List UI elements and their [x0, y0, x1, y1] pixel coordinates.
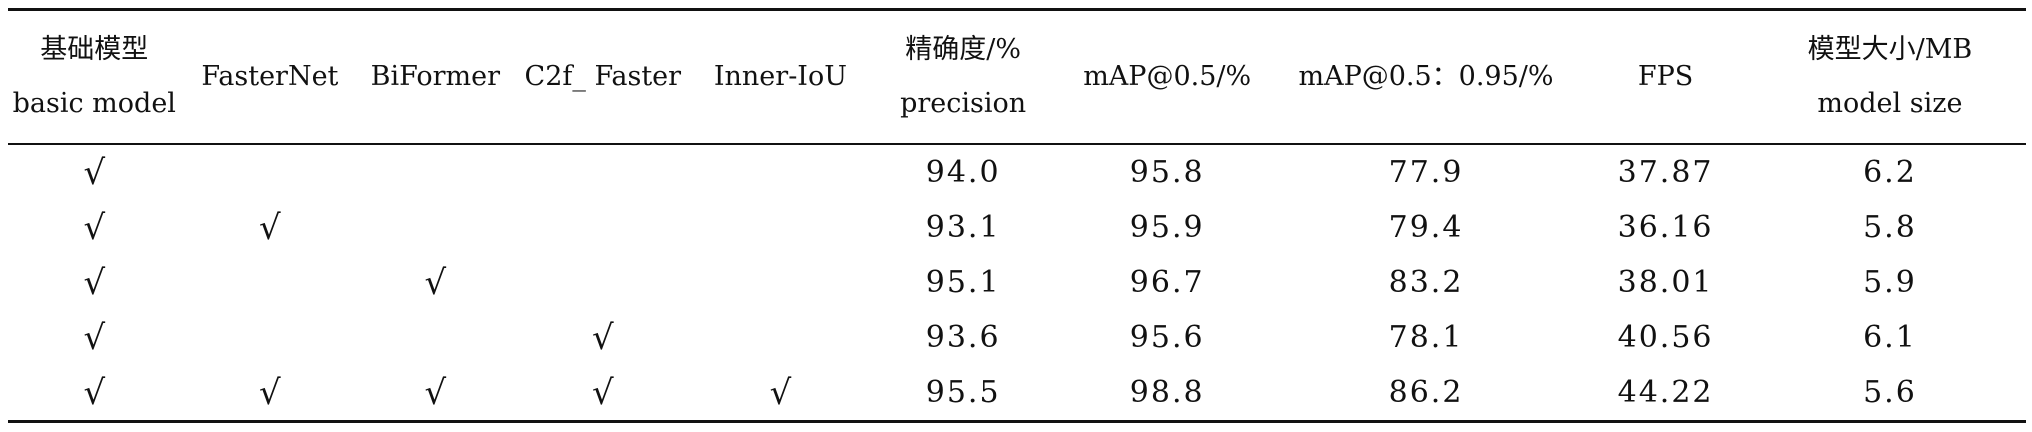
- cell-inner-iou-check: [694, 200, 867, 255]
- cell-model-size: 6.1: [1863, 320, 1917, 355]
- cell-map50: 95.8: [1129, 155, 1205, 190]
- header-c2f-faster: C2f_ Faster: [511, 10, 694, 145]
- cell-biformer-check: [359, 200, 511, 255]
- cell-fasternet-check: [181, 255, 360, 310]
- header-model-size-zh: 模型大小/MB: [1807, 33, 1973, 65]
- cell-model-size: 5.6: [1863, 375, 1917, 410]
- cell-map50-95: 77.9: [1388, 155, 1464, 190]
- cell-precision: 93.1: [925, 210, 1001, 245]
- cell-model-size: 6.2: [1863, 155, 1917, 190]
- cell-c2f-faster-check: [511, 255, 694, 310]
- cell-inner-iou-check: [694, 310, 867, 365]
- cell-fasternet-check: √: [259, 372, 281, 413]
- cell-map50-95: 78.1: [1388, 320, 1464, 355]
- cell-inner-iou-check: [694, 144, 867, 200]
- header-fasternet-label: FasterNet: [201, 60, 339, 92]
- cell-fps: 36.16: [1617, 210, 1714, 245]
- header-fps-label: FPS: [1637, 60, 1694, 92]
- ablation-results-table: 基础模型 basic model FasterNet BiFormer C2f_…: [8, 8, 2026, 423]
- table-body: √ 94.0 95.8 77.9 37.87 6.2 √ √ 93.1 95.9…: [8, 144, 2026, 422]
- header-fps: FPS: [1577, 10, 1754, 145]
- cell-map50: 95.6: [1129, 320, 1205, 355]
- cell-inner-iou-check: [694, 255, 867, 310]
- cell-map50: 98.8: [1129, 375, 1205, 410]
- cell-inner-iou-check: √: [769, 372, 792, 413]
- header-c2f-faster-label: C2f_ Faster: [524, 60, 682, 92]
- cell-fasternet-check: [181, 144, 360, 200]
- cell-map50-95: 86.2: [1388, 375, 1464, 410]
- cell-biformer-check: [359, 310, 511, 365]
- cell-fasternet-check: √: [259, 207, 281, 248]
- cell-precision: 95.5: [925, 375, 1001, 410]
- header-map50: mAP@0.5/%: [1060, 10, 1275, 145]
- header-precision-zh: 精确度/%: [905, 33, 1022, 65]
- header-inner-iou: Inner-IoU: [694, 10, 867, 145]
- cell-c2f-faster-check: [511, 144, 694, 200]
- cell-c2f-faster-check: √: [591, 317, 614, 358]
- cell-basic-model-check: √: [83, 207, 106, 248]
- header-model-size-en: model size: [1817, 88, 1963, 119]
- table-row: √ √ 95.1 96.7 83.2 38.01 5.9: [8, 255, 2026, 310]
- header-model-size: 模型大小/MB model size: [1754, 10, 2026, 145]
- header-map50-95-label: mAP@0.5：0.95/%: [1298, 60, 1554, 92]
- cell-map50: 96.7: [1129, 265, 1205, 300]
- header-map50-95: mAP@0.5：0.95/%: [1275, 10, 1577, 145]
- header-basic-model-en: basic model: [12, 88, 176, 119]
- table-header: 基础模型 basic model FasterNet BiFormer C2f_…: [8, 9, 2026, 145]
- cell-precision: 93.6: [925, 320, 1001, 355]
- cell-biformer-check: [359, 144, 511, 200]
- header-map50-label: mAP@0.5/%: [1083, 60, 1252, 92]
- table-row: √ √ 93.6 95.6 78.1 40.56 6.1: [8, 310, 2026, 365]
- cell-basic-model-check: √: [83, 262, 106, 303]
- cell-fps: 44.22: [1617, 375, 1714, 410]
- cell-basic-model-check: √: [83, 152, 106, 193]
- cell-fps: 37.87: [1617, 155, 1714, 190]
- header-biformer: BiFormer: [359, 10, 511, 145]
- header-basic-model: 基础模型 basic model: [8, 10, 181, 145]
- cell-model-size: 5.9: [1863, 265, 1917, 300]
- header-basic-model-zh: 基础模型: [40, 33, 149, 65]
- cell-biformer-check: √: [424, 372, 447, 413]
- cell-c2f-faster-check: [511, 200, 694, 255]
- table-row: √ 94.0 95.8 77.9 37.87 6.2: [8, 144, 2026, 200]
- cell-basic-model-check: √: [83, 372, 106, 413]
- cell-model-size: 5.8: [1863, 210, 1917, 245]
- header-row: 基础模型 basic model FasterNet BiFormer C2f_…: [8, 9, 2026, 145]
- header-precision-en: precision: [900, 88, 1027, 119]
- cell-precision: 94.0: [925, 155, 1001, 190]
- cell-map50-95: 79.4: [1388, 210, 1464, 245]
- cell-precision: 95.1: [925, 265, 1001, 300]
- header-inner-iou-label: Inner-IoU: [713, 60, 847, 92]
- cell-c2f-faster-check: √: [591, 372, 614, 413]
- header-fasternet: FasterNet: [181, 10, 360, 145]
- cell-fps: 40.56: [1617, 320, 1714, 355]
- cell-biformer-check: √: [424, 262, 447, 303]
- header-precision: 精确度/% precision: [867, 10, 1060, 145]
- cell-fasternet-check: [181, 310, 360, 365]
- cell-map50: 95.9: [1129, 210, 1205, 245]
- header-biformer-label: BiFormer: [370, 60, 501, 92]
- table-row: √ √ √ √ √ 95.5 98.8 86.2 44.22 5.6: [8, 365, 2026, 422]
- cell-map50-95: 83.2: [1388, 265, 1464, 300]
- cell-basic-model-check: √: [83, 317, 106, 358]
- cell-fps: 38.01: [1617, 265, 1714, 300]
- table-row: √ √ 93.1 95.9 79.4 36.16 5.8: [8, 200, 2026, 255]
